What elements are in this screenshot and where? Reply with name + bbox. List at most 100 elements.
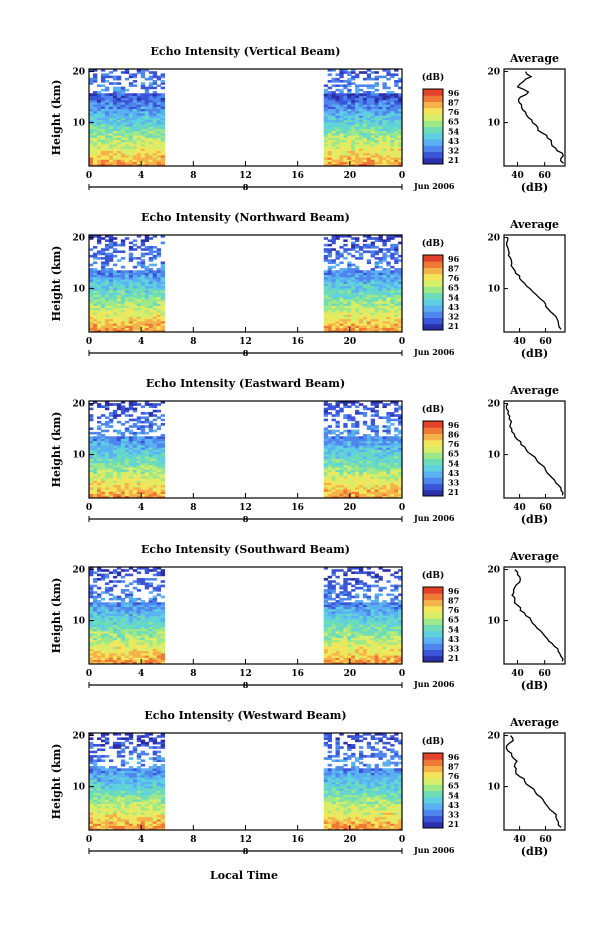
heatmap-cell [386, 99, 391, 103]
heatmap-cell [382, 469, 387, 472]
heatmap-cell [355, 312, 360, 315]
heatmap-cell [132, 119, 138, 123]
heatmap-cell [89, 427, 94, 431]
heatmap-cell [120, 630, 126, 634]
heatmap-cell [331, 152, 336, 156]
heatmap-cell [390, 132, 395, 136]
heatmap-cell [104, 635, 110, 638]
heatmap-cell [327, 80, 332, 83]
heatmap-cell [100, 611, 106, 614]
heatmap-cell [343, 460, 348, 464]
heatmap-cell [96, 292, 102, 295]
heatmap-cell [351, 493, 356, 497]
heatmap-cell [382, 447, 387, 450]
heatmap-cell [136, 460, 142, 464]
heatmap-cell [358, 159, 364, 162]
heatmap-cell [374, 425, 379, 428]
heatmap-cell [370, 97, 376, 101]
heatmap-cell [347, 296, 352, 300]
heatmap-cell [108, 135, 114, 138]
heatmap-cell [386, 431, 391, 435]
heatmap-cell [120, 117, 126, 121]
heatmap-cell [398, 157, 403, 160]
heatmap-cell [355, 420, 360, 424]
heatmap-cell [104, 440, 110, 444]
heatmap-cell [152, 285, 158, 289]
heatmap-cell [96, 257, 102, 260]
heatmap-cell [156, 146, 162, 149]
heatmap-cell [347, 117, 352, 121]
heatmap-cell [116, 657, 122, 660]
heatmap-cell [331, 148, 336, 151]
heatmap-cell [128, 602, 134, 605]
heatmap-cell [89, 451, 94, 455]
heatmap-cell [124, 327, 130, 331]
heatmap-cell [343, 148, 348, 151]
heatmap-cell [89, 316, 94, 320]
heatmap-cell [116, 471, 122, 475]
heatmap-cell [390, 316, 395, 320]
heatmap-cell [116, 135, 122, 138]
heatmap-cell [140, 619, 146, 623]
heatmap-cell [120, 272, 126, 276]
heatmap-cell [132, 316, 138, 320]
heatmap-cell [112, 148, 118, 151]
heatmap-cell [128, 320, 134, 324]
heatmap-cell [100, 106, 106, 110]
heatmap-cell [124, 584, 130, 588]
heatmap-cell [152, 657, 158, 660]
heatmap-cell [140, 296, 146, 300]
heatmap-cell [116, 478, 122, 481]
heatmap-cell [366, 473, 372, 477]
heatmap-cell [128, 646, 134, 649]
heatmap-cell [362, 412, 368, 415]
heatmap-cell [374, 246, 379, 249]
heatmap-cell [362, 407, 368, 411]
heatmap-cell [104, 436, 110, 439]
heatmap-cell [104, 646, 110, 649]
heatmap-cell [327, 491, 332, 494]
heatmap-cell [366, 290, 372, 293]
heatmap-cell [386, 464, 391, 468]
heatmap-cell [398, 296, 403, 300]
heatmap-cell [343, 143, 348, 147]
heatmap-cell [89, 327, 94, 331]
heatmap-cell [116, 270, 122, 273]
heatmap-cell [394, 316, 399, 320]
heatmap-cell [124, 290, 130, 293]
heatmap-cell [370, 464, 376, 468]
heatmap-cell [116, 473, 122, 477]
heatmap-cell [339, 442, 344, 446]
heatmap-cell [132, 491, 138, 494]
heatmap-cell [370, 418, 376, 422]
heatmap-cell [394, 484, 399, 488]
heatmap-cell [132, 298, 138, 302]
heatmap-cell [116, 88, 122, 92]
heatmap-cell [331, 314, 336, 317]
heatmap-cell [374, 77, 379, 81]
heatmap-cell [323, 320, 329, 324]
heatmap-cell [327, 141, 332, 145]
heatmap-cell [331, 159, 336, 162]
heatmap-cell [366, 460, 372, 464]
heatmap-cell [136, 272, 142, 276]
heatmap-cell [339, 152, 344, 156]
heatmap-cell [398, 287, 403, 291]
heatmap-cell [362, 143, 368, 147]
heatmap-cell [144, 484, 150, 488]
heatmap-cell [160, 152, 166, 156]
heatmap-cell [374, 163, 379, 167]
heatmap-cell [358, 491, 364, 494]
heatmap-cell [112, 312, 118, 315]
heatmap-cell [112, 139, 118, 143]
heatmap-cell [108, 283, 114, 287]
heatmap-cell [100, 132, 106, 136]
heatmap-cell [152, 595, 158, 599]
heatmap-cell [140, 478, 146, 481]
heatmap-cell [140, 608, 146, 612]
heatmap-cell [370, 303, 376, 306]
heatmap-cell [335, 279, 340, 282]
heatmap-cell [358, 475, 364, 479]
heatmap-cell [120, 613, 126, 616]
average-xlabel: (dB) [521, 181, 548, 194]
